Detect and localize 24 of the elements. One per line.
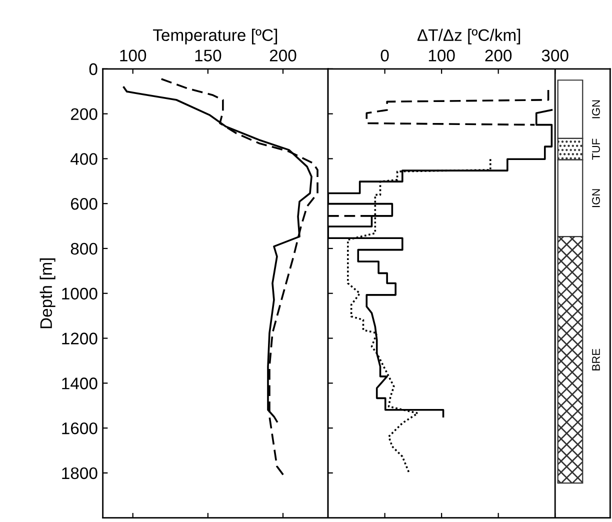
y-tick-label: 200 [70,108,98,120]
y-tick-label: 1000 [62,288,98,300]
band-label: BRE [592,348,600,370]
x-tick-label: 200 [270,50,296,62]
x-tick-label: 100 [120,50,146,62]
band-label: IGN [592,189,600,208]
y-tick-label: 400 [70,153,98,165]
x-tick-label: 200 [485,50,512,62]
x-tick-label: 150 [195,50,222,62]
x-axis-title: ΔT/Δz [ºC/km] [417,28,520,44]
y-axis-title: Depth [m] [40,258,56,328]
x-axis-title: Temperature [ºC] [153,28,278,44]
y-tick-label: 1200 [62,332,98,344]
y-tick-label: 1600 [62,422,98,434]
y-tick-label: 0 [89,63,98,76]
x-tick-label: 0 [380,50,389,62]
band-label: TUF [592,138,600,160]
y-tick-label: 600 [70,198,98,210]
band-label: IGN [592,100,600,118]
y-tick-label: 1800 [62,467,98,480]
y-tick-label: 1400 [62,378,98,390]
x-tick-label: 300 [542,50,568,62]
y-tick-label: 800 [70,242,98,255]
x-tick-label: 100 [428,50,455,62]
